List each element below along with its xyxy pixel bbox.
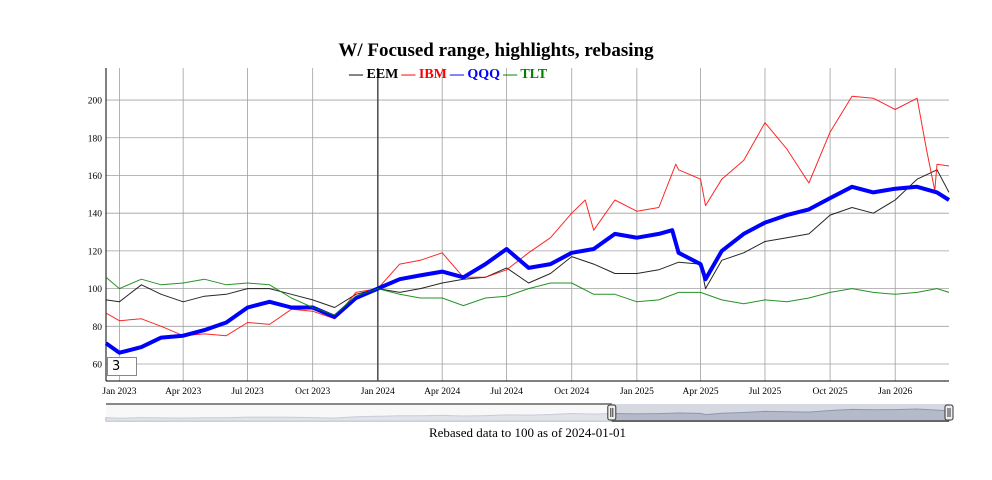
range-selector-selected <box>611 404 949 421</box>
x-tick-label: Apr 2024 <box>424 387 460 397</box>
y-tick-label: 60 <box>93 361 103 371</box>
x-tick-label: Oct 2023 <box>295 387 330 397</box>
series-line-ibm <box>105 95 950 337</box>
legend: — EEM — IBM — QQQ — TLT <box>349 67 550 83</box>
x-tick-label: Jan 2026 <box>878 387 912 397</box>
legend-label: EEM <box>366 67 399 82</box>
y-tick-label: 80 <box>93 323 103 333</box>
legend-label: QQQ <box>467 67 501 82</box>
legend-swatch: — <box>401 67 416 82</box>
legend-item-ibm: — IBM <box>401 67 447 82</box>
y-tick-label: 100 <box>88 285 103 295</box>
legend-swatch: — <box>503 67 518 82</box>
chart-title: W/ Focused range, highlights, rebasing <box>338 40 654 61</box>
legend-item-tlt: — TLT <box>503 67 547 82</box>
y-tick-label: 200 <box>88 97 103 107</box>
x-tick-label: Oct 2025 <box>813 387 848 397</box>
y-tick-label: 120 <box>88 247 103 257</box>
range-selector-miniplot <box>105 408 950 422</box>
legend-swatch: — <box>449 67 464 82</box>
range-selector <box>105 403 954 422</box>
x-tick-label: Oct 2024 <box>554 387 589 397</box>
x-tick-label: Jul 2025 <box>749 387 782 397</box>
series-line-eem <box>105 169 950 308</box>
series-lines <box>104 95 951 355</box>
x-tick-label: Jul 2024 <box>490 387 523 397</box>
y-tick-label: 160 <box>88 172 103 182</box>
x-tick-label: Apr 2025 <box>682 387 718 397</box>
x-tick-label: Apr 2023 <box>165 387 201 397</box>
axes: 60 80 100 120 140 160 180 200 Jan 2023 Apr 2023 Ju… <box>88 68 949 397</box>
series-line-tlt <box>105 276 950 316</box>
legend-swatch: — <box>349 67 363 82</box>
legend-label: TLT <box>520 67 548 82</box>
y-tick-label: 180 <box>88 134 103 144</box>
x-tick-label: Jan 2024 <box>361 387 395 397</box>
range-selector-unselected-left <box>106 404 612 421</box>
y-tick-label: 140 <box>88 210 103 220</box>
x-tick-label: Jul 2023 <box>231 387 264 397</box>
x-tick-label: Jan 2025 <box>620 387 654 397</box>
range-selector-left-handle[interactable] <box>607 404 617 421</box>
series-line-qqq <box>104 184 951 355</box>
x-axis-label: Rebased data to 100 as of 2024-01-01 <box>428 425 627 440</box>
legend-item-eem: — EEM <box>349 67 398 82</box>
grid <box>106 68 949 381</box>
range-selector-right-handle[interactable] <box>944 404 954 421</box>
x-tick-label: Jan 2023 <box>102 387 136 397</box>
legend-item-qqq: — QQQ <box>450 67 500 82</box>
legend-label: IBM <box>418 67 447 82</box>
roll-period-input[interactable]: 3 <box>107 357 137 376</box>
